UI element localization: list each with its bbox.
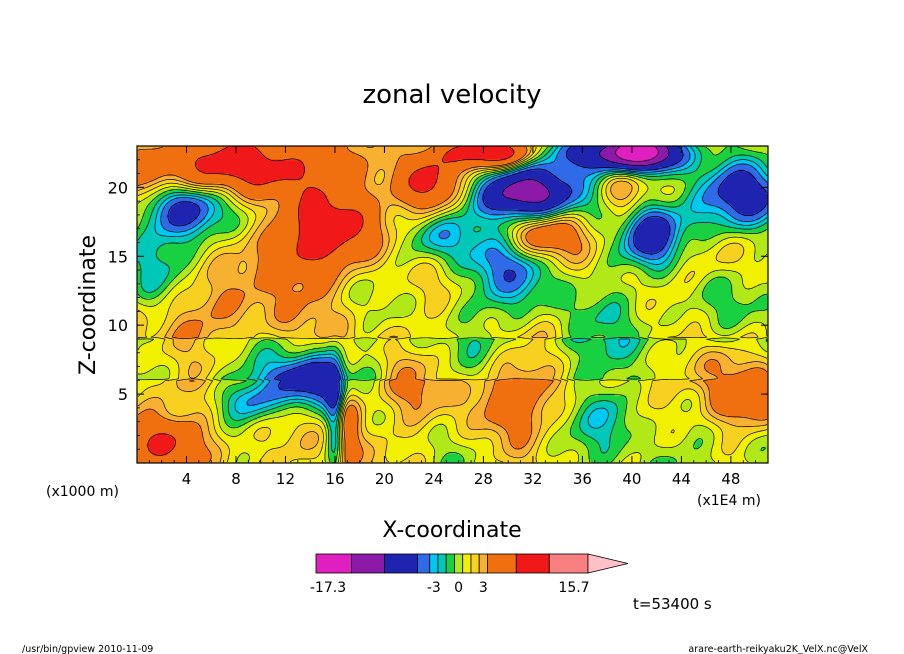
colorbar-label: -3 xyxy=(427,580,441,596)
heatmap-field xyxy=(137,146,768,463)
footer-right: arare-earth-reikyaku2K_VelX.nc@VelX xyxy=(688,644,868,654)
colorbar-bin xyxy=(429,553,439,574)
colorbar xyxy=(315,553,629,574)
x-tick-label: 48 xyxy=(721,470,740,488)
contour-level-line xyxy=(137,146,768,463)
x-tick-label: 16 xyxy=(325,470,344,488)
y-tick-label: 20 xyxy=(108,178,128,197)
time-label: t=53400 s xyxy=(633,595,712,613)
colorbar-label: 15.7 xyxy=(558,580,589,596)
colorbar-bin xyxy=(487,553,517,574)
contour-level-line xyxy=(137,146,768,463)
contour-level-line xyxy=(502,146,670,203)
y-axis-ticks: 5 10 15 20 xyxy=(108,159,768,450)
contour-level-line xyxy=(160,146,768,416)
x-unit-left: (x1000 m) xyxy=(46,484,119,500)
colorbar-bin xyxy=(384,553,418,574)
plot-frame xyxy=(136,145,769,464)
colorbar-bin xyxy=(515,553,550,574)
contour-level-line xyxy=(137,146,768,463)
colorbar-bin xyxy=(462,553,472,574)
x-axis-ticks: 4 8 12 16 20 24 28 32 36 40 44 48 xyxy=(148,146,757,488)
footer-left: /usr/bin/gpview 2010-11-09 xyxy=(22,644,153,654)
colorbar-label: 0 xyxy=(454,580,463,596)
contour-lines xyxy=(137,146,768,463)
x-unit-right: (x1E4 m) xyxy=(697,493,761,509)
colorbar-label: 3 xyxy=(479,580,488,596)
x-tick-label: 28 xyxy=(474,470,493,488)
colorbar-bin xyxy=(437,553,447,574)
x-tick-label: 12 xyxy=(276,470,295,488)
contour-level-line xyxy=(137,146,768,463)
chart-title: zonal velocity xyxy=(362,80,541,110)
colorbar-bin xyxy=(478,553,488,574)
colorbar-labels: -17.3 -3 0 3 15.7 xyxy=(310,580,590,596)
colorbar-bin xyxy=(548,553,589,574)
colorbar-bin xyxy=(470,553,480,574)
colorbar-bin xyxy=(315,553,352,574)
x-tick-label: 44 xyxy=(672,470,691,488)
x-tick-label: 40 xyxy=(622,470,641,488)
plot-area xyxy=(136,145,769,464)
contour-level-line xyxy=(154,146,768,429)
x-tick-label: 4 xyxy=(182,470,192,488)
colorbar-bin xyxy=(454,553,464,574)
contour-level-line xyxy=(137,146,768,463)
y-tick-label: 5 xyxy=(118,385,128,404)
y-tick-label: 15 xyxy=(108,247,128,266)
colorbar-bin xyxy=(416,553,431,574)
x-tick-label: 24 xyxy=(424,470,443,488)
colorbar-bin xyxy=(351,553,385,574)
contour-level-line xyxy=(137,146,768,454)
x-tick-label: 20 xyxy=(375,470,394,488)
x-tick-label: 32 xyxy=(523,470,542,488)
y-tick-label: 10 xyxy=(108,316,128,335)
contour-level-line xyxy=(615,146,659,162)
contour-level-line xyxy=(167,146,768,409)
colorbar-overflow-arrow xyxy=(587,553,629,574)
contour-level-line xyxy=(147,146,515,456)
x-tick-label: 36 xyxy=(573,470,592,488)
x-tick-label: 8 xyxy=(231,470,241,488)
y-axis-label: Z-coordinate xyxy=(76,235,101,375)
colorbar-bin xyxy=(445,553,455,574)
x-axis-label: X-coordinate xyxy=(382,518,521,543)
colorbar-label: -17.3 xyxy=(310,580,346,596)
